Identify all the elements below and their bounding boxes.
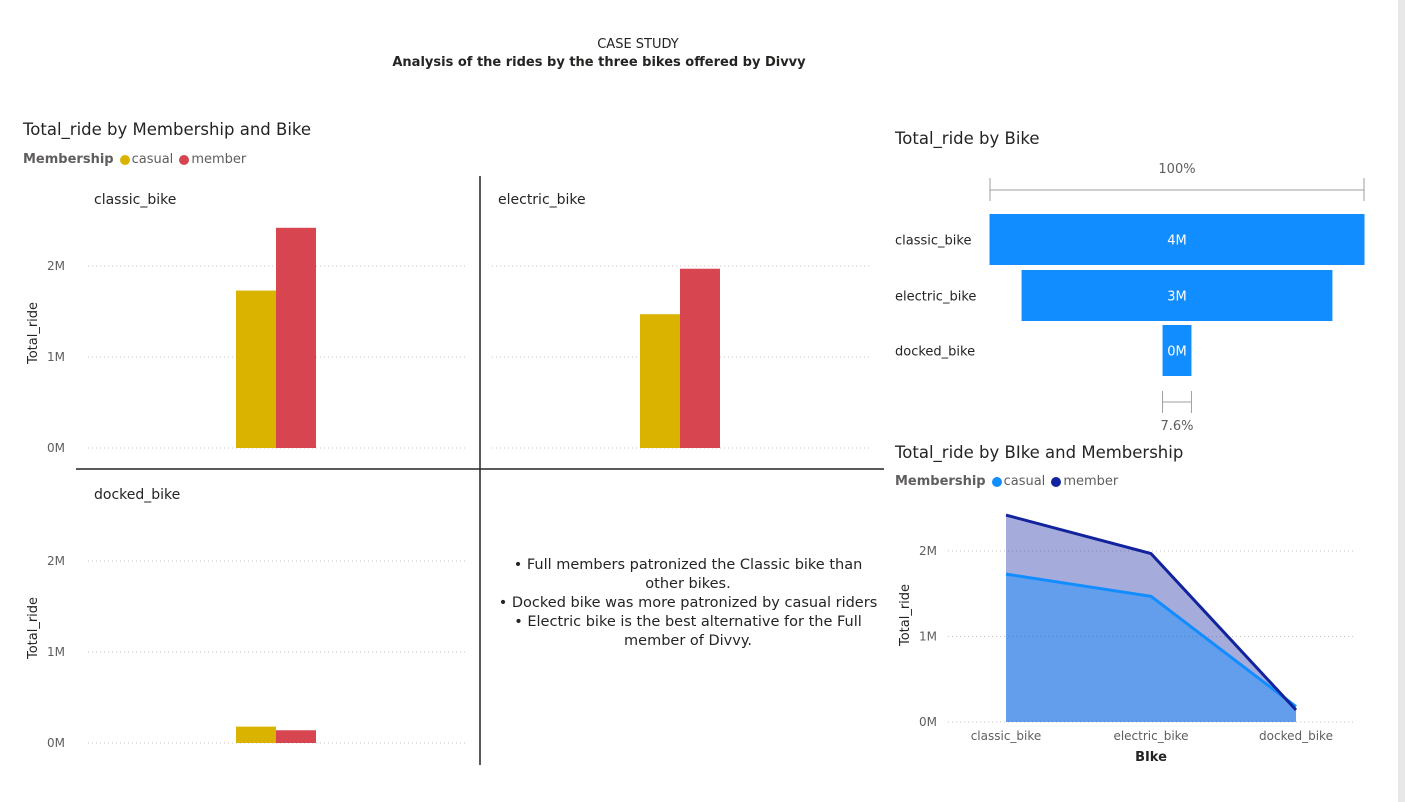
funnel-category-label: docked_bike	[895, 345, 975, 360]
area-casual	[1006, 574, 1296, 722]
funnel-category-label: classic_bike	[895, 234, 971, 249]
legend-dot-member	[179, 154, 190, 165]
y-tick-label: 0M	[919, 715, 937, 729]
line-casual	[1005, 572, 1297, 708]
legend-item-member[interactable]: member	[1051, 474, 1118, 489]
legend-dot-casual	[119, 154, 130, 165]
line-member	[1005, 513, 1298, 712]
funnel-chart[interactable]: 100% 4M classic_bike 3M electric_bike 0M docke…	[895, 162, 1365, 434]
funnel-top-percent: 100%	[1158, 162, 1195, 177]
y-tick-label: 1M	[47, 350, 65, 364]
funnel-category-label: electric_bike	[895, 290, 976, 305]
y-tick-label: 2M	[47, 554, 65, 568]
x-tick-label: docked_bike	[1259, 729, 1333, 743]
funnel-value-label: 3M	[1167, 290, 1187, 305]
legend-title: Membership	[23, 152, 114, 167]
legend-item-casual[interactable]: casual	[119, 152, 173, 167]
funnel-bar-docked_bike	[1162, 325, 1192, 376]
vertical-scrollbar[interactable]	[1398, 0, 1405, 802]
bar-member-docked_bike	[276, 730, 316, 743]
page-title: CASE STUDY	[597, 37, 679, 52]
funnel-bar-electric_bike	[1021, 270, 1333, 321]
panel-label-docked_bike: docked_bike	[94, 487, 180, 503]
y-tick-label: 0M	[47, 441, 65, 455]
small-multiples-title: Total_ride by Membership and Bike	[23, 120, 312, 139]
bar-casual-classic_bike	[236, 290, 276, 448]
legend-item-casual[interactable]: casual	[991, 474, 1045, 489]
y-axis-label: Total_ride	[26, 597, 41, 660]
y-tick-label: 1M	[919, 630, 937, 644]
legend-item-member[interactable]: member	[179, 152, 246, 167]
legend-dot-member	[1051, 476, 1062, 487]
area-chart-title: Total_ride by BIke and Membership	[895, 443, 1184, 462]
y-axis-label: Total_ride	[898, 584, 913, 647]
bar-member-classic_bike	[276, 227, 316, 448]
y-tick-label: 2M	[47, 259, 65, 273]
legend-dot-casual	[991, 476, 1002, 487]
x-tick-label: classic_bike	[971, 729, 1042, 743]
funnel-value-label: 4M	[1167, 234, 1187, 249]
area-chart[interactable]: 0M 1M 2M classic_bike electric_bike docked_bi…	[898, 513, 1355, 765]
area-chart-legend[interactable]: Membership casual member	[895, 474, 1124, 489]
y-tick-label: 1M	[47, 645, 65, 659]
page-subtitle: Analysis of the rides by the three bikes…	[392, 55, 806, 70]
bar-casual-docked_bike	[236, 726, 276, 743]
funnel-bar-classic_bike	[989, 214, 1365, 265]
funnel-bottom-percent: 7.6%	[1160, 419, 1193, 434]
funnel-title: Total_ride by Bike	[895, 129, 1040, 148]
panel-label-classic_bike: classic_bike	[94, 192, 176, 208]
bar-member-electric_bike	[680, 268, 720, 448]
legend-title: Membership	[895, 474, 986, 489]
panel-label-electric_bike: electric_bike	[498, 192, 586, 208]
y-tick-label: 2M	[919, 544, 937, 558]
funnel-value-label: 0M	[1167, 345, 1187, 360]
insight-line: • Docked bike was more patronized by cas…	[498, 595, 878, 611]
insights-text: • Full members patronized the Classic bi…	[498, 556, 878, 651]
x-tick-label: electric_bike	[1113, 729, 1188, 743]
insight-line: • Electric bike is the best alternative …	[514, 614, 862, 649]
x-axis-label: BIke	[1135, 750, 1167, 765]
small-multiples-chart[interactable]: classic_bike 0M 1M 2M Total_ride electric_bik…	[26, 176, 884, 765]
y-tick-label: 0M	[47, 736, 65, 750]
bar-casual-electric_bike	[640, 314, 680, 448]
small-multiples-legend[interactable]: Membership casual member	[23, 152, 252, 167]
insight-line: • Full members patronized the Classic bi…	[513, 557, 863, 592]
area-member	[1006, 515, 1296, 722]
y-axis-label: Total_ride	[26, 302, 41, 365]
